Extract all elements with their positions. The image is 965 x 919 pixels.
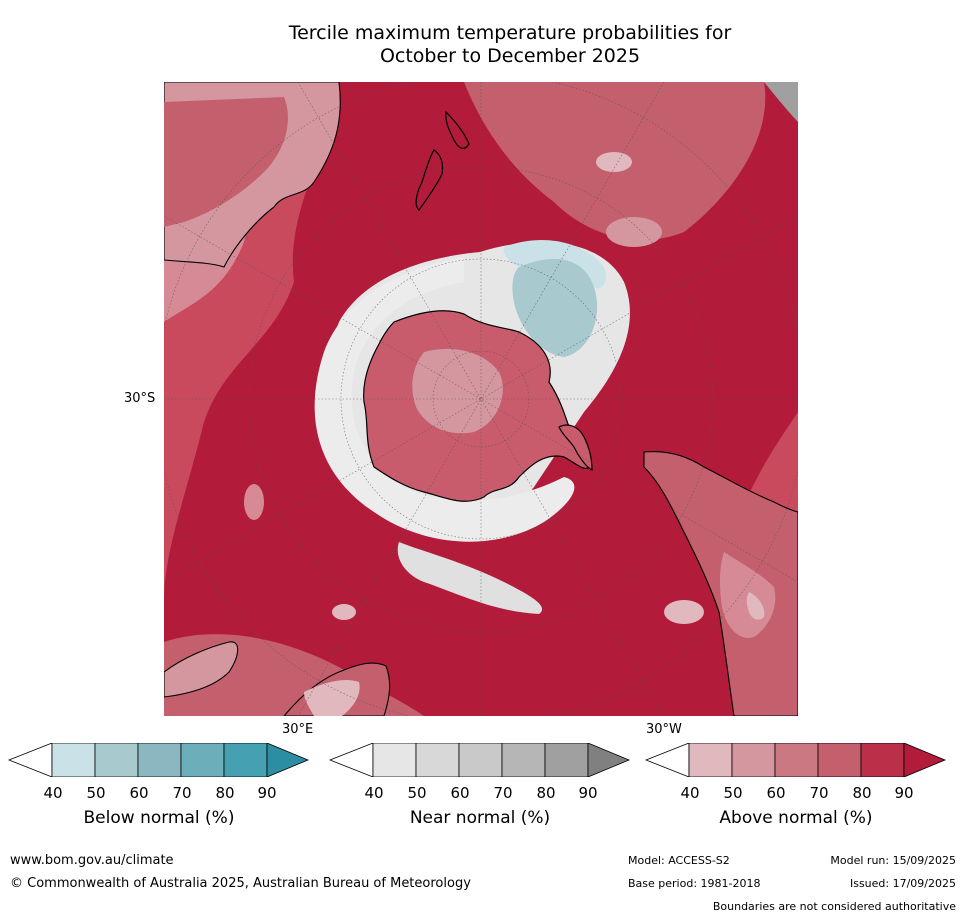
tick-near-70: 70 xyxy=(493,784,513,802)
patch-light-5 xyxy=(332,604,356,620)
colorbar-above-normal xyxy=(645,743,947,777)
colorbar-segment xyxy=(501,743,546,777)
footer-model-run: Model run: 15/09/2025 xyxy=(830,854,956,867)
footer-website: www.bom.gov.au/climate xyxy=(10,853,174,868)
tick-below-70: 70 xyxy=(172,784,192,802)
colorbar-segment xyxy=(94,743,139,777)
footer-issued: Issued: 17/09/2025 xyxy=(849,877,956,890)
colorbar-segment xyxy=(688,743,733,777)
south-america-light xyxy=(746,592,765,620)
colorbar-segment xyxy=(860,743,905,777)
colorbar-label-above: Above normal (%) xyxy=(719,808,873,828)
colorbar-label-near: Near normal (%) xyxy=(409,808,551,828)
lon-label-30w: 30°W xyxy=(646,722,682,737)
footer-copyright: © Commonwealth of Australia 2025, Austra… xyxy=(10,876,471,891)
patch-light-4 xyxy=(244,484,264,520)
colorbar-segment xyxy=(137,743,182,777)
patch-light-3 xyxy=(664,600,704,624)
tick-near-90: 90 xyxy=(578,784,598,802)
lon-label-30e: 30°E xyxy=(282,722,314,737)
colorbar-segment xyxy=(544,743,589,777)
footer-disclaimer: Boundaries are not considered authoritat… xyxy=(712,900,956,913)
new-zealand xyxy=(415,110,470,211)
ring-below-normal-light xyxy=(503,239,606,289)
tick-below-60: 60 xyxy=(129,784,149,802)
title-line-2: October to December 2025 xyxy=(379,45,641,67)
colorbar-segment xyxy=(223,743,268,777)
tick-above-80: 80 xyxy=(852,784,872,802)
patch-light-2 xyxy=(606,217,662,247)
colorbar-segment xyxy=(415,743,460,777)
australia-interior-dark xyxy=(164,97,288,227)
antarctic-peninsula xyxy=(558,424,593,471)
tick-above-40: 40 xyxy=(680,784,700,802)
tick-below-80: 80 xyxy=(215,784,235,802)
tick-below-90: 90 xyxy=(257,784,277,802)
colorbar-segment xyxy=(817,743,862,777)
colorbar-label-below: Below normal (%) xyxy=(83,808,235,828)
region-near-corner xyxy=(764,82,798,122)
colorbar-segment xyxy=(180,743,225,777)
colorbar-segment xyxy=(731,743,776,777)
probability-map xyxy=(164,82,798,716)
colorbar-arrow-low xyxy=(329,743,374,777)
patch-light-1 xyxy=(596,152,632,172)
colorbar-segment xyxy=(51,743,96,777)
ring-below-normal-patch xyxy=(512,258,598,357)
colorbar-near-normal xyxy=(329,743,631,777)
tick-below-50: 50 xyxy=(86,784,106,802)
tick-near-40: 40 xyxy=(364,784,384,802)
tick-below-40: 40 xyxy=(43,784,63,802)
colorbar-arrow-high xyxy=(266,743,310,777)
region-near-tongue xyxy=(397,542,543,614)
title-line-1: Tercile maximum temperature probabilitie… xyxy=(288,22,732,44)
colorbar-segment xyxy=(372,743,417,777)
footer-model: Model: ACCESS-S2 xyxy=(628,854,730,867)
madagascar-region xyxy=(164,641,239,698)
tick-above-50: 50 xyxy=(723,784,743,802)
africa-inner-light xyxy=(304,680,360,716)
colorbar-arrow-high xyxy=(903,743,947,777)
tick-near-50: 50 xyxy=(407,784,427,802)
colorbar-arrow-low xyxy=(645,743,690,777)
map-title: Tercile maximum temperature probabilitie… xyxy=(160,22,860,68)
polar-map-svg xyxy=(164,82,798,716)
lat-label-30s: 30°S xyxy=(124,391,156,406)
colorbar-segment xyxy=(774,743,819,777)
colorbar-arrow-low xyxy=(8,743,53,777)
graticule xyxy=(164,82,798,716)
tick-above-60: 60 xyxy=(766,784,786,802)
colorbar-arrow-high xyxy=(587,743,631,777)
tick-above-90: 90 xyxy=(894,784,914,802)
tick-near-80: 80 xyxy=(536,784,556,802)
colorbar-below-normal xyxy=(8,743,310,777)
colorbar-segment xyxy=(458,743,503,777)
tick-near-60: 60 xyxy=(450,784,470,802)
tick-above-70: 70 xyxy=(809,784,829,802)
footer-base-period: Base period: 1981-2018 xyxy=(628,877,761,890)
